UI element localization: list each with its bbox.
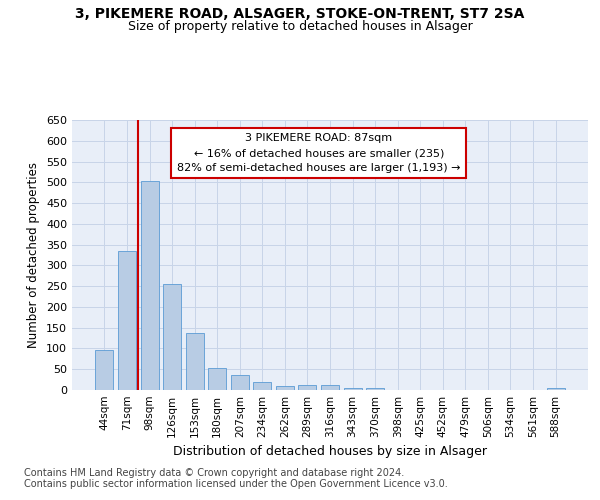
Bar	[547, 388, 565, 390]
Text: Size of property relative to detached houses in Alsager: Size of property relative to detached ho…	[128, 20, 472, 33]
Bar	[95, 350, 113, 390]
Y-axis label: Number of detached properties: Number of detached properties	[28, 162, 40, 348]
Bar	[163, 284, 181, 390]
Bar	[140, 181, 158, 390]
Bar	[321, 386, 339, 390]
X-axis label: Distribution of detached houses by size in Alsager: Distribution of detached houses by size …	[173, 446, 487, 458]
Text: 3 PIKEMERE ROAD: 87sqm
← 16% of detached houses are smaller (235)
82% of semi-de: 3 PIKEMERE ROAD: 87sqm ← 16% of detached…	[177, 134, 460, 173]
Bar	[276, 386, 294, 390]
Bar	[298, 386, 316, 390]
Bar	[118, 251, 136, 390]
Bar	[366, 388, 384, 390]
Text: Contains public sector information licensed under the Open Government Licence v3: Contains public sector information licen…	[24, 479, 448, 489]
Text: 3, PIKEMERE ROAD, ALSAGER, STOKE-ON-TRENT, ST7 2SA: 3, PIKEMERE ROAD, ALSAGER, STOKE-ON-TREN…	[76, 8, 524, 22]
Text: Contains HM Land Registry data © Crown copyright and database right 2024.: Contains HM Land Registry data © Crown c…	[24, 468, 404, 477]
Bar	[344, 388, 362, 390]
Bar	[185, 333, 204, 390]
Bar	[208, 368, 226, 390]
Bar	[253, 382, 271, 390]
Bar	[231, 374, 249, 390]
